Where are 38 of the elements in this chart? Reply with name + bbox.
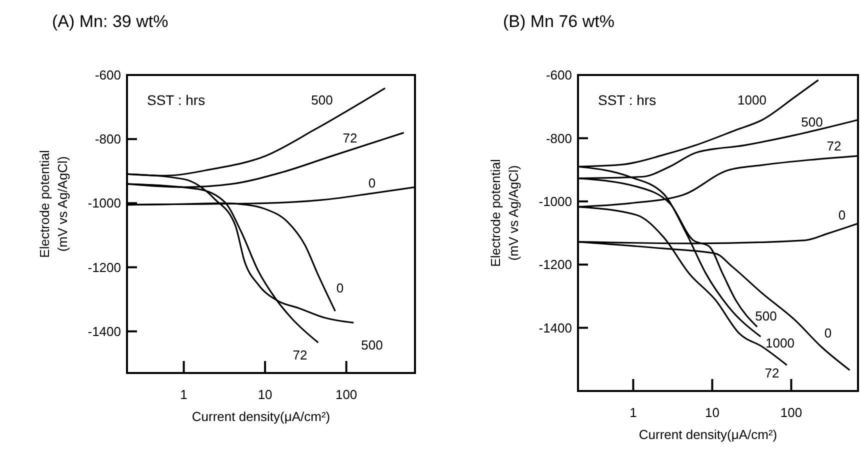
series-label: 0: [368, 176, 376, 191]
series-label: 72: [292, 348, 308, 363]
x-tick-label: 1: [180, 387, 188, 402]
legend-title: SST : hrs: [147, 92, 206, 108]
y-tick-label: -600: [94, 68, 121, 83]
y-tick-label: -1200: [88, 260, 121, 275]
series-label: 500: [801, 114, 823, 130]
series-label: 72: [826, 138, 842, 154]
x-tick-label: 10: [258, 387, 272, 402]
y-tick-label: -600: [546, 68, 572, 83]
x-tick-label: 10: [704, 405, 720, 420]
y-axis-title: Electrode potential (mV vs Ag/AgCl): [488, 159, 521, 267]
series-label: 0: [838, 208, 846, 223]
series-label: 0: [824, 326, 832, 341]
y-tick-label: -1000: [538, 194, 572, 209]
y-tick-label: -800: [546, 130, 572, 146]
chart-title: (A) Mn: 39 wt%: [52, 12, 168, 31]
series-label: 72: [342, 130, 358, 146]
series-label: 0: [336, 280, 344, 296]
y-tick-label: -1000: [88, 196, 121, 211]
x-tick-label: 100: [335, 387, 358, 402]
series-label: 1000: [766, 336, 794, 351]
y-tick-label: -1200: [538, 257, 572, 272]
chart-title: (B) Mn 76 wt%: [503, 12, 614, 31]
y-tick-label: -1400: [88, 324, 121, 339]
x-tick-label: 1: [630, 405, 637, 420]
x-axis-title: Current density(μA/cm²): [192, 409, 330, 424]
y-tick-label: -800: [94, 132, 121, 147]
y-axis-title: Electrode potential (mV vs Ag/AgCl): [37, 150, 70, 258]
legend-title: SST : hrs: [598, 92, 656, 108]
series-label: 500: [311, 92, 333, 108]
x-axis-title: Current density(μA/cm²): [638, 427, 778, 442]
series-label: 500: [755, 308, 777, 324]
series-label: 72: [764, 366, 780, 381]
series-label: 500: [361, 338, 383, 353]
y-tick-label: -1400: [538, 320, 572, 336]
x-tick-label: 100: [780, 405, 802, 420]
series-label: 1000: [738, 92, 766, 108]
